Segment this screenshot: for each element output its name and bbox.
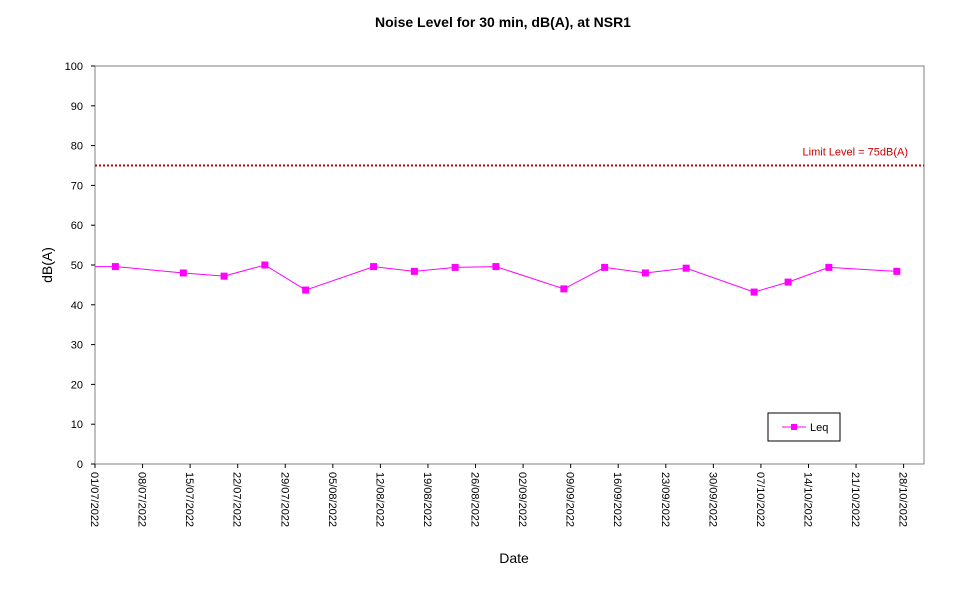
y-tick-label: 90 xyxy=(71,101,83,113)
legend: Leq xyxy=(767,412,841,442)
y-tick-label: 80 xyxy=(71,141,83,153)
x-tick-label: 19/08/2022 xyxy=(421,472,433,527)
x-tick-label: 01/07/2022 xyxy=(88,472,100,527)
y-tick-label: 70 xyxy=(71,180,83,192)
data-point xyxy=(410,267,418,275)
x-tick-label: 28/10/2022 xyxy=(897,472,909,527)
x-tick-label: 07/10/2022 xyxy=(754,472,766,527)
data-point xyxy=(492,263,500,271)
y-tick-label: 50 xyxy=(71,260,83,272)
x-tick-label: 22/07/2022 xyxy=(231,472,243,527)
y-axis-label: dB(A) xyxy=(39,247,55,283)
data-point xyxy=(302,286,310,294)
x-tick-label: 12/08/2022 xyxy=(373,472,385,527)
x-tick-label: 08/07/2022 xyxy=(136,472,148,527)
data-point xyxy=(641,269,649,277)
legend-marker xyxy=(791,424,797,430)
data-point xyxy=(370,263,378,271)
data-point xyxy=(784,278,792,286)
data-point xyxy=(261,261,269,269)
limit-level: Limit Level = 75dB(A) xyxy=(95,147,924,167)
y-tick-label: 30 xyxy=(71,340,83,352)
y-tick-label: 10 xyxy=(71,419,83,431)
limit-label: Limit Level = 75dB(A) xyxy=(803,147,908,159)
x-tick-label: 21/10/2022 xyxy=(849,472,861,527)
x-tick-label: 09/09/2022 xyxy=(564,472,576,527)
x-tick-label: 14/10/2022 xyxy=(801,472,813,527)
data-point xyxy=(601,263,609,271)
x-axis: 01/07/2022 08/07/2022 15/07/2022 22/07/2022… xyxy=(88,464,909,527)
y-tick-label: 0 xyxy=(77,459,83,471)
x-tick-label: 30/09/2022 xyxy=(706,472,718,527)
chart-title: Noise Level for 30 min, dB(A), at NSR1 xyxy=(375,14,631,30)
data-point xyxy=(560,285,568,293)
data-point xyxy=(682,264,690,272)
data-point xyxy=(451,263,459,271)
y-axis: 0 10 20 30 40 50 60 70 80 90 100 xyxy=(65,61,95,471)
series-leq xyxy=(95,261,901,296)
legend-label: Leq xyxy=(810,422,828,434)
plot-area xyxy=(94,65,925,465)
data-point xyxy=(179,269,187,277)
series-line xyxy=(95,264,897,293)
x-tick-label: 23/09/2022 xyxy=(659,472,671,527)
y-tick-label: 60 xyxy=(71,220,83,232)
data-point xyxy=(220,272,228,280)
x-tick-label: 05/08/2022 xyxy=(326,472,338,527)
x-axis-label: Date xyxy=(499,550,529,566)
x-tick-label: 02/09/2022 xyxy=(516,472,528,527)
data-point xyxy=(825,263,833,271)
x-tick-label: 29/07/2022 xyxy=(278,472,290,527)
x-tick-label: 16/09/2022 xyxy=(611,472,623,527)
y-tick-label: 100 xyxy=(65,61,83,73)
y-tick-label: 40 xyxy=(71,300,83,312)
x-tick-label: 15/07/2022 xyxy=(183,472,195,527)
data-point xyxy=(893,267,901,275)
data-point xyxy=(750,288,758,296)
y-tick-label: 20 xyxy=(71,379,83,391)
data-point xyxy=(111,263,119,271)
x-tick-label: 26/08/2022 xyxy=(469,472,481,527)
